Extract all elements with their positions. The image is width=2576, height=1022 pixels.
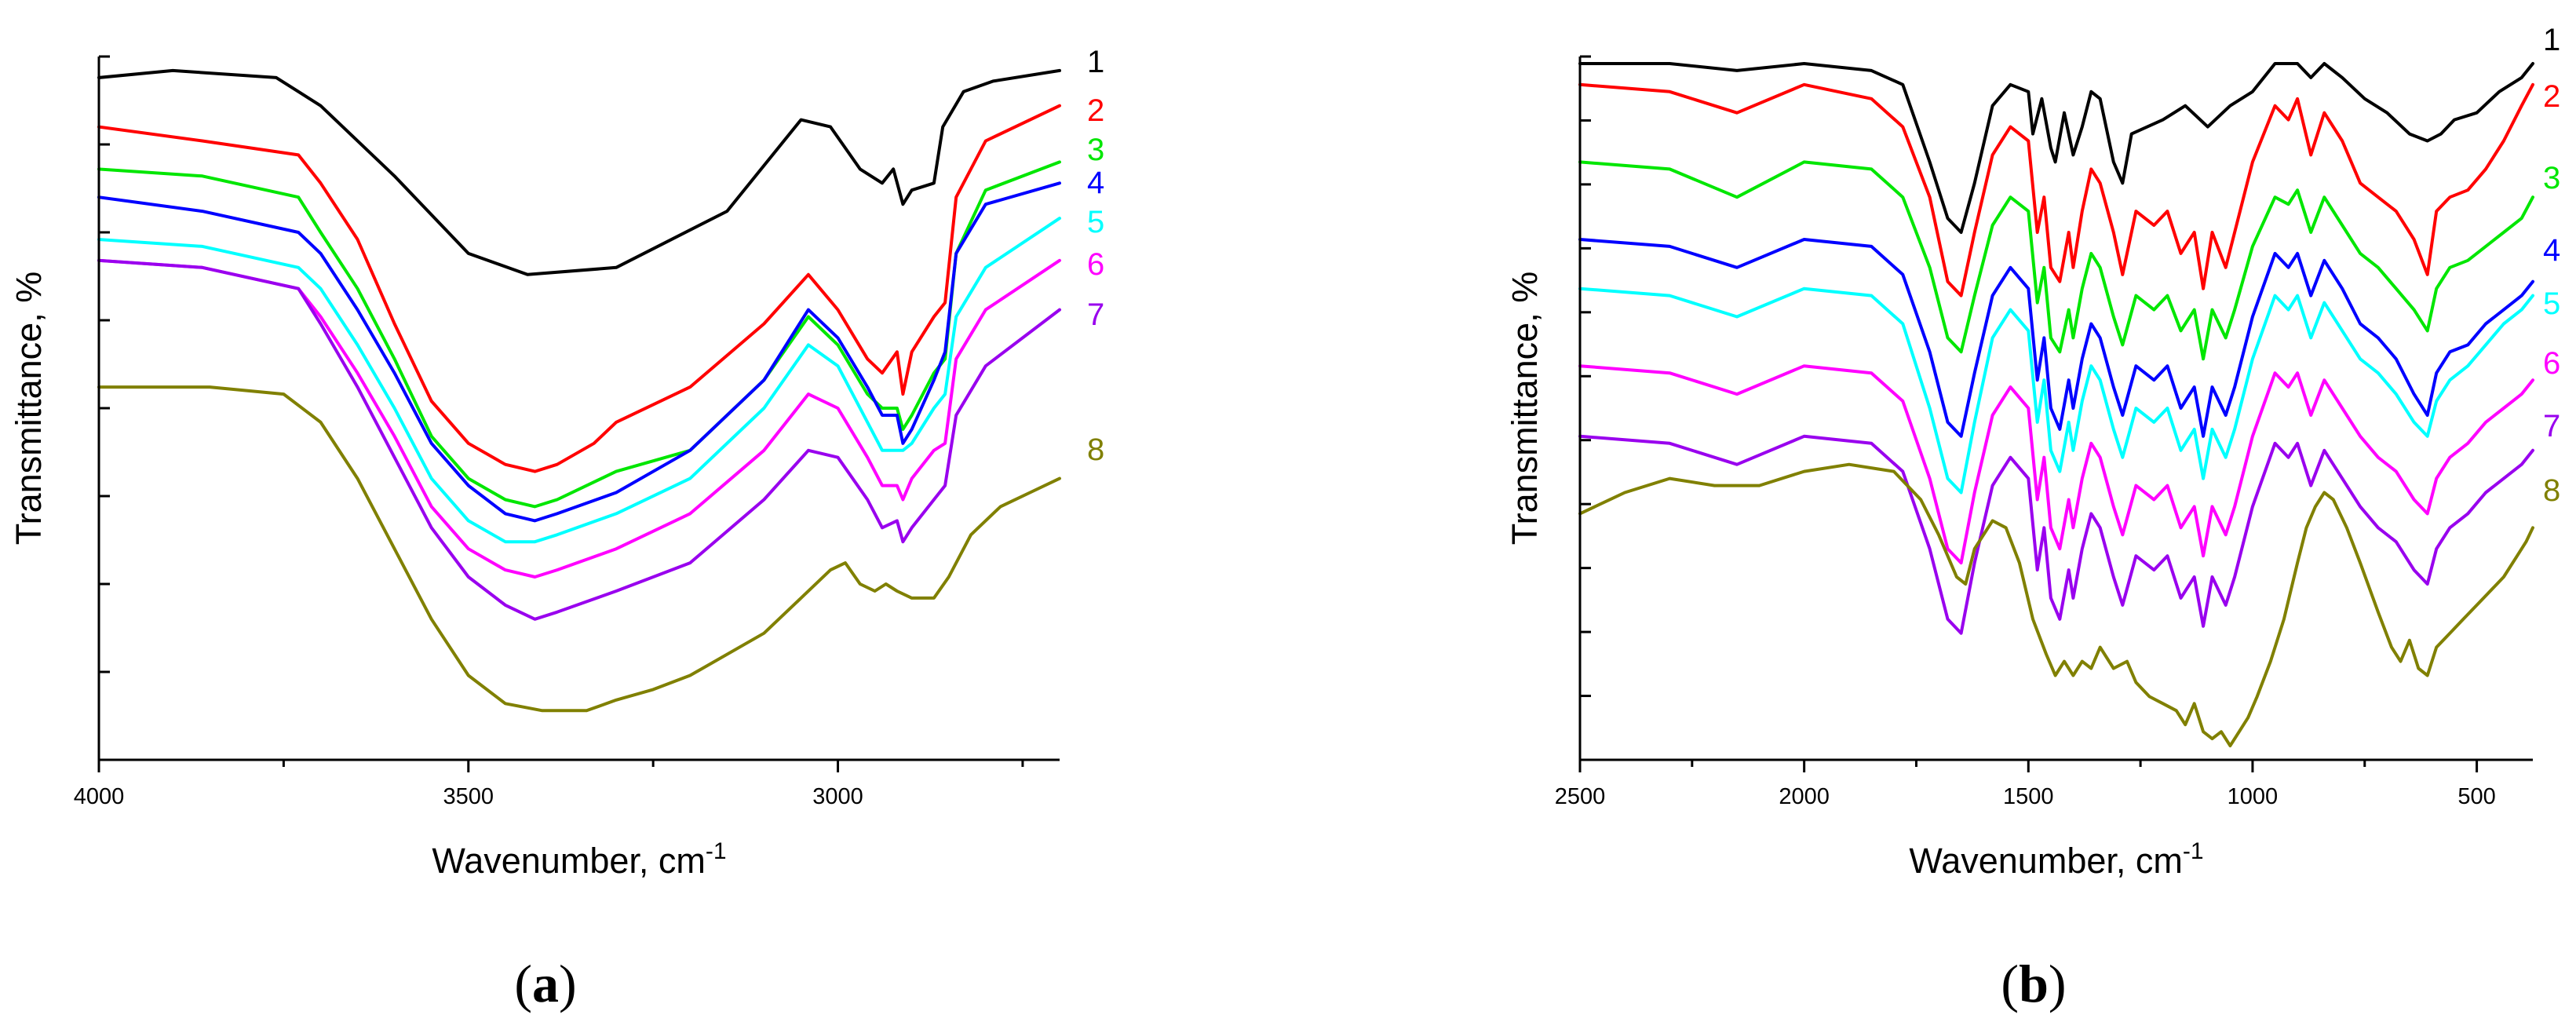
panel-b-series-6-line: [1578, 364, 2534, 565]
panel-b-series-3-label: 3: [2543, 161, 2560, 195]
panel-b-series-labels: 1 2 3 4 5 6 7 8: [2543, 23, 2560, 508]
panel-b: 2500 2000 1500 1000 500 Wavenumber, cm-1 Tra…: [1505, 23, 2560, 1013]
panel-b-series-8-line: [1578, 462, 2534, 748]
panel-b-x-axis-title: Wavenumber, cm-1: [1909, 838, 2203, 881]
panel-a-y-axis-title: Transmittance, %: [9, 272, 49, 545]
panel-a-series-1-label: 1: [1087, 45, 1104, 79]
panel-b-y-ticks: [1580, 55, 1591, 761]
panel-b-x-ticks: 2500 2000 1500 1000 500: [1555, 760, 2496, 809]
panel-a-series-5-label: 5: [1087, 205, 1104, 239]
panel-b-series-3-line: [1578, 160, 2534, 361]
panel-b-x-tick-label: 1500: [2003, 784, 2054, 809]
panel-b-series-4-line: [1578, 238, 2534, 438]
panel-a-x-tick-label: 3500: [443, 784, 494, 809]
panel-b-y-axis-title: Transmittance, %: [1505, 272, 1545, 545]
panel-a-label-letter: a: [532, 954, 559, 1013]
panel-a-x-axis-title-superscript: -1: [706, 838, 727, 864]
panel-a-series-8-label: 8: [1087, 433, 1104, 467]
panel-b-series-1-line: [1578, 62, 2534, 234]
panel-b-series-2-line: [1578, 82, 2534, 297]
panel-b-series-1-label: 1: [2543, 23, 2560, 57]
panel-a-x-axis-title-text: Wavenumber, cm: [432, 841, 705, 881]
panel-b-label-letter: b: [2019, 954, 2049, 1013]
panel-b-series-7-label: 7: [2543, 409, 2560, 443]
panel-a-series-7-label: 7: [1087, 297, 1104, 332]
panel-b-x-tick-label: 500: [2457, 784, 2495, 809]
panel-b-x-tick-label: 1000: [2228, 784, 2279, 809]
panel-a-series-3-label: 3: [1087, 133, 1104, 167]
panel-b-series-5-label: 5: [2543, 287, 2560, 321]
panel-a-series-2-label: 2: [1087, 93, 1104, 128]
panel-b-series-8-label: 8: [2543, 473, 2560, 508]
panel-a-series-6-line: [97, 258, 1061, 579]
panel-a-series-1-line: [97, 68, 1061, 276]
panel-a-x-axis-title: Wavenumber, cm-1: [432, 838, 726, 881]
panel-b-series-6-label: 6: [2543, 346, 2560, 381]
panel-a-series-4-label: 4: [1087, 166, 1104, 200]
panel-a-series-labels: 1 2 34 5 6 7 8: [1087, 45, 1104, 467]
panel-a-x-tick-label: 4000: [74, 784, 125, 809]
panel-a-plot: [97, 68, 1061, 713]
panel-b-label: (b): [2001, 954, 2066, 1013]
panel-b-series-2-label: 2: [2543, 79, 2560, 114]
panel-a-y-ticks: [99, 55, 110, 761]
panel-a-series-4-line: [97, 181, 1061, 523]
panel-b-series-4-label: 4: [2543, 233, 2560, 268]
panel-b-x-axis-title-text: Wavenumber, cm: [1909, 841, 2182, 881]
panel-a-x-tick-label: 3000: [812, 784, 863, 809]
panel-b-plot: [1578, 62, 2534, 748]
panel-a-series-2-line: [97, 104, 1061, 473]
panel-a-series-5-line: [97, 217, 1061, 544]
panel-a-x-ticks: 4000 3500 3000: [74, 760, 1024, 809]
panel-a-series-3-line: [97, 160, 1061, 509]
panel-b-series-7-line: [1578, 434, 2534, 635]
panel-b-x-tick-label: 2500: [1555, 784, 1606, 809]
panel-a: 4000 3500 3000 Wavenumber, cm-1 Transmitta…: [9, 45, 1104, 1013]
panel-b-series-5-line: [1578, 287, 2534, 495]
panel-a-series-8-line: [97, 385, 1061, 713]
panel-b-x-tick-label: 2000: [1779, 784, 1830, 809]
panel-b-x-axis-title-superscript: -1: [2183, 838, 2204, 864]
panel-a-series-7-line: [97, 258, 1061, 621]
panel-a-label: (a): [514, 954, 576, 1013]
panel-a-series-6-label: 6: [1087, 247, 1104, 282]
